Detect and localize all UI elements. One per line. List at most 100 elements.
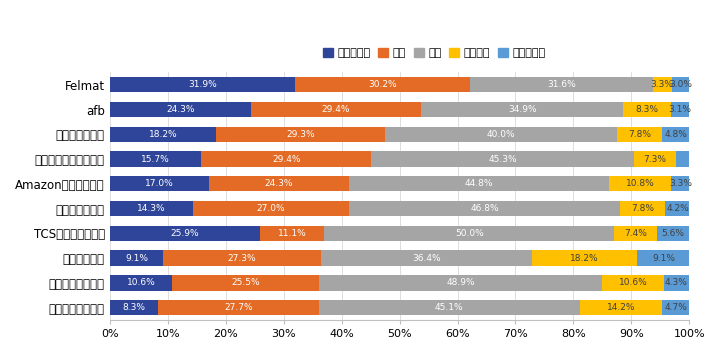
Bar (617, 127, 662, 142)
Bar (251, 102, 421, 117)
Text: 3.1%: 3.1% (669, 105, 692, 114)
Bar (110, 225, 260, 241)
Text: 10.6%: 10.6% (127, 278, 156, 287)
Bar (110, 250, 163, 266)
Bar (637, 250, 690, 266)
Text: 14.2%: 14.2% (607, 303, 635, 312)
Bar (163, 250, 321, 266)
Legend: とても満足, 満足, 普通, やや不満, とても不満: とても満足, 満足, 普通, やや不満, とても不満 (319, 43, 550, 62)
Text: 45.1%: 45.1% (435, 303, 464, 312)
Bar (171, 275, 319, 291)
Bar (603, 275, 664, 291)
Text: 4.7%: 4.7% (664, 303, 687, 312)
Text: 25.5%: 25.5% (231, 278, 260, 287)
Text: 40.0%: 40.0% (487, 130, 516, 139)
Text: 3.0%: 3.0% (669, 80, 692, 89)
Text: 31.9%: 31.9% (188, 80, 217, 89)
Text: 3.3%: 3.3% (651, 80, 674, 89)
Text: 31.6%: 31.6% (547, 80, 575, 89)
Bar (349, 201, 621, 216)
Bar (664, 275, 688, 291)
Bar (349, 176, 608, 192)
Text: 4.8%: 4.8% (665, 130, 688, 139)
Text: 7.8%: 7.8% (628, 130, 651, 139)
Text: 18.2%: 18.2% (570, 253, 599, 263)
Text: 11.1%: 11.1% (278, 229, 307, 238)
Bar (110, 77, 295, 92)
Text: 34.9%: 34.9% (508, 105, 536, 114)
Bar (671, 102, 689, 117)
Bar (421, 102, 624, 117)
Bar (624, 102, 671, 117)
Bar (209, 176, 349, 192)
Text: 46.8%: 46.8% (470, 204, 499, 213)
Text: 9.1%: 9.1% (652, 253, 675, 263)
Bar (201, 152, 372, 167)
Text: 48.9%: 48.9% (446, 278, 475, 287)
Bar (319, 300, 580, 315)
Bar (110, 127, 215, 142)
Text: 15.7%: 15.7% (141, 155, 170, 164)
Bar (110, 275, 171, 291)
Bar (321, 250, 531, 266)
Bar (260, 225, 325, 241)
Text: 8.3%: 8.3% (636, 105, 659, 114)
Bar (110, 300, 158, 315)
Text: 8.3%: 8.3% (122, 303, 145, 312)
Bar (110, 201, 193, 216)
Bar (325, 225, 614, 241)
Bar (110, 176, 209, 192)
Bar (110, 152, 201, 167)
Bar (110, 102, 251, 117)
Text: 7.8%: 7.8% (631, 204, 654, 213)
Text: 10.8%: 10.8% (626, 179, 654, 188)
Text: 27.0%: 27.0% (257, 204, 285, 213)
Text: 10.6%: 10.6% (618, 278, 647, 287)
Text: 18.2%: 18.2% (148, 130, 177, 139)
Bar (158, 300, 319, 315)
Bar (662, 300, 689, 315)
Text: 25.9%: 25.9% (171, 229, 199, 238)
Text: 29.4%: 29.4% (272, 155, 300, 164)
Text: 17.0%: 17.0% (145, 179, 174, 188)
Text: 44.8%: 44.8% (464, 179, 493, 188)
Bar (580, 300, 662, 315)
Bar (676, 152, 688, 167)
Bar (662, 127, 690, 142)
Bar (621, 201, 665, 216)
Bar (608, 176, 671, 192)
Text: 29.4%: 29.4% (322, 105, 350, 114)
Bar (672, 77, 689, 92)
Text: 7.3%: 7.3% (643, 155, 666, 164)
Text: 36.4%: 36.4% (412, 253, 441, 263)
Text: 3.3%: 3.3% (670, 179, 693, 188)
Text: 29.3%: 29.3% (286, 130, 315, 139)
Bar (319, 275, 603, 291)
Text: 24.3%: 24.3% (265, 179, 293, 188)
Bar (193, 201, 349, 216)
Text: 5.6%: 5.6% (662, 229, 685, 238)
Text: 50.0%: 50.0% (455, 229, 484, 238)
Bar (385, 127, 617, 142)
Text: 24.3%: 24.3% (166, 105, 195, 114)
Text: 4.3%: 4.3% (665, 278, 688, 287)
Bar (634, 152, 676, 167)
Bar (372, 152, 634, 167)
Bar (614, 225, 657, 241)
Text: 14.3%: 14.3% (138, 204, 166, 213)
Bar (295, 77, 469, 92)
Bar (665, 201, 690, 216)
Text: 30.2%: 30.2% (368, 80, 397, 89)
Bar (215, 127, 385, 142)
Text: 7.4%: 7.4% (624, 229, 647, 238)
Text: 27.7%: 27.7% (224, 303, 253, 312)
Bar (653, 77, 672, 92)
Bar (531, 250, 637, 266)
Text: 9.1%: 9.1% (125, 253, 148, 263)
Text: 45.3%: 45.3% (488, 155, 517, 164)
Bar (469, 77, 653, 92)
Text: 4.2%: 4.2% (666, 204, 689, 213)
Bar (671, 176, 690, 192)
Text: 27.3%: 27.3% (228, 253, 256, 263)
Bar (657, 225, 689, 241)
